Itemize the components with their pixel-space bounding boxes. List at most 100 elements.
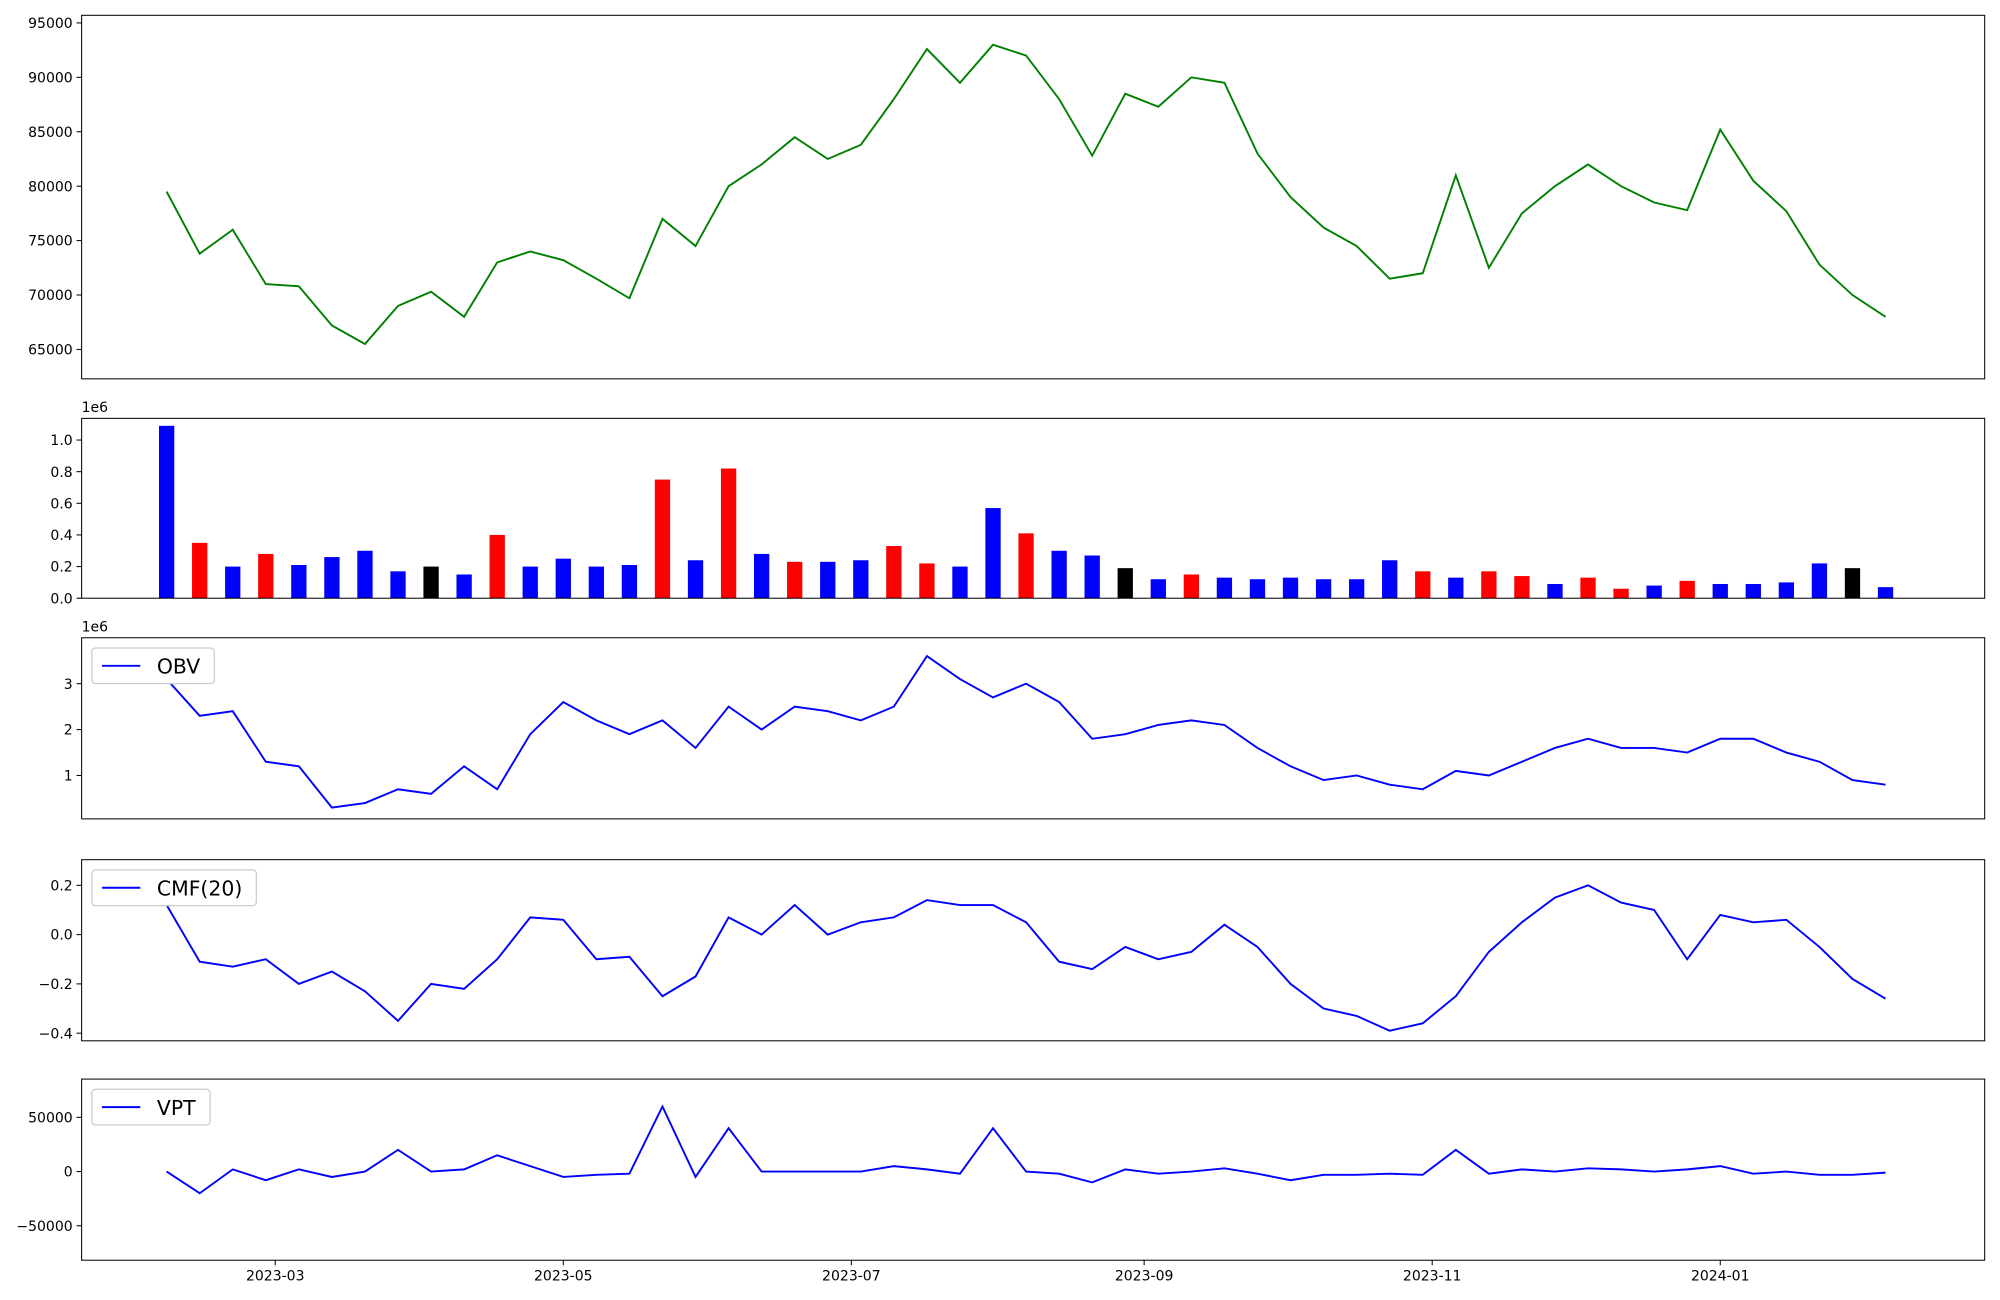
- y-tick-label: 0.4: [50, 528, 72, 544]
- bar: [456, 574, 472, 599]
- bar: [225, 566, 241, 599]
- x-tick-label: 2023-07: [822, 1269, 881, 1285]
- bar: [1877, 587, 1894, 599]
- y-tick-label: 0.0: [50, 928, 72, 944]
- legend-label: CMF(20): [157, 876, 242, 900]
- bar: [787, 561, 803, 599]
- legend-box: [91, 1088, 211, 1126]
- y-tick-label: 0.0: [50, 591, 72, 607]
- y-tick-label: 0.6: [50, 496, 72, 512]
- bar: [1448, 577, 1464, 599]
- bar: [1613, 588, 1629, 599]
- x-tick-label: 2023-11: [1403, 1269, 1462, 1285]
- bar: [1778, 582, 1795, 599]
- legend-label: VPT: [157, 1096, 196, 1120]
- bar: [1150, 579, 1166, 599]
- bar: [1514, 576, 1530, 599]
- bar: [1249, 579, 1266, 599]
- bar: [820, 561, 836, 599]
- y-tick-label: 0.2: [50, 878, 72, 894]
- y-offset-label: 1e6: [82, 400, 109, 416]
- bar: [1646, 585, 1662, 599]
- y-tick-label: 50000: [28, 1110, 73, 1126]
- x-tick-label: 2023-05: [534, 1269, 593, 1285]
- bar: [291, 564, 307, 599]
- y-tick-label: 1.0: [50, 433, 72, 449]
- bar: [1712, 583, 1728, 599]
- bar: [1844, 568, 1861, 599]
- bar: [1547, 583, 1563, 599]
- bar: [1679, 580, 1695, 599]
- y-tick-label: 3: [64, 677, 73, 693]
- y-tick-label: 65000: [28, 343, 73, 359]
- y-tick-label: −50000: [16, 1219, 72, 1235]
- line: [165, 654, 1886, 809]
- bar: [158, 425, 175, 599]
- bar: [1084, 555, 1100, 599]
- bar: [621, 564, 638, 599]
- bar: [555, 558, 571, 599]
- x-tick-label: 2024-01: [1691, 1269, 1750, 1285]
- y-tick-label: 1: [64, 769, 73, 785]
- y-tick-label: 0.8: [50, 465, 72, 481]
- bar: [192, 542, 208, 599]
- bar: [1348, 579, 1365, 599]
- legend-label: OBV: [157, 654, 200, 678]
- bar: [853, 560, 869, 599]
- y-tick-label: 0: [64, 1165, 73, 1181]
- bar: [952, 566, 968, 599]
- x-tick-label: 2023-03: [246, 1269, 305, 1285]
- axes-frame: [81, 637, 1986, 820]
- bar: [1117, 568, 1133, 599]
- bar: [687, 560, 704, 599]
- axes-frame: [81, 417, 1986, 599]
- legend-box: [91, 869, 257, 907]
- bar: [390, 571, 406, 599]
- bar: [886, 546, 902, 599]
- bar: [489, 534, 505, 599]
- bar: [753, 553, 770, 599]
- bar: [1282, 577, 1299, 599]
- bar: [258, 553, 274, 599]
- bar: [423, 566, 439, 599]
- axes-frame: [81, 14, 1986, 380]
- bar: [1183, 574, 1200, 599]
- y-tick-label: −0.2: [39, 977, 73, 993]
- bar: [919, 563, 935, 599]
- bar: [720, 468, 737, 599]
- line: [166, 1104, 1886, 1195]
- axes-frame: [81, 859, 1986, 1042]
- legend-box: [91, 647, 215, 685]
- y-tick-label: 95000: [28, 16, 73, 32]
- bar: [1481, 571, 1497, 599]
- y-tick-label: 75000: [28, 234, 73, 250]
- axes-frame: [81, 1078, 1986, 1261]
- bar: [522, 566, 538, 599]
- bar: [1811, 563, 1828, 599]
- y-tick-label: 90000: [28, 70, 73, 86]
- bar: [654, 479, 671, 599]
- line: [165, 43, 1887, 346]
- y-tick-label: −0.4: [39, 1026, 73, 1042]
- bar: [985, 508, 1001, 599]
- x-tick-label: 2023-09: [1115, 1269, 1174, 1285]
- bar: [1018, 533, 1034, 599]
- bar: [1051, 550, 1067, 599]
- bar: [1745, 583, 1761, 599]
- y-tick-label: 85000: [28, 125, 73, 141]
- bar: [1315, 579, 1332, 599]
- bar: [1382, 560, 1398, 599]
- y-offset-label: 1e6: [82, 619, 109, 635]
- bar: [1415, 571, 1431, 599]
- bar: [324, 557, 340, 599]
- bar: [1216, 577, 1233, 599]
- y-tick-label: 80000: [28, 179, 73, 195]
- bar: [357, 550, 373, 599]
- y-tick-label: 70000: [28, 288, 73, 304]
- y-tick-label: 0.2: [50, 560, 72, 576]
- bar: [588, 566, 605, 599]
- line: [165, 884, 1887, 1032]
- y-tick-label: 2: [64, 723, 73, 739]
